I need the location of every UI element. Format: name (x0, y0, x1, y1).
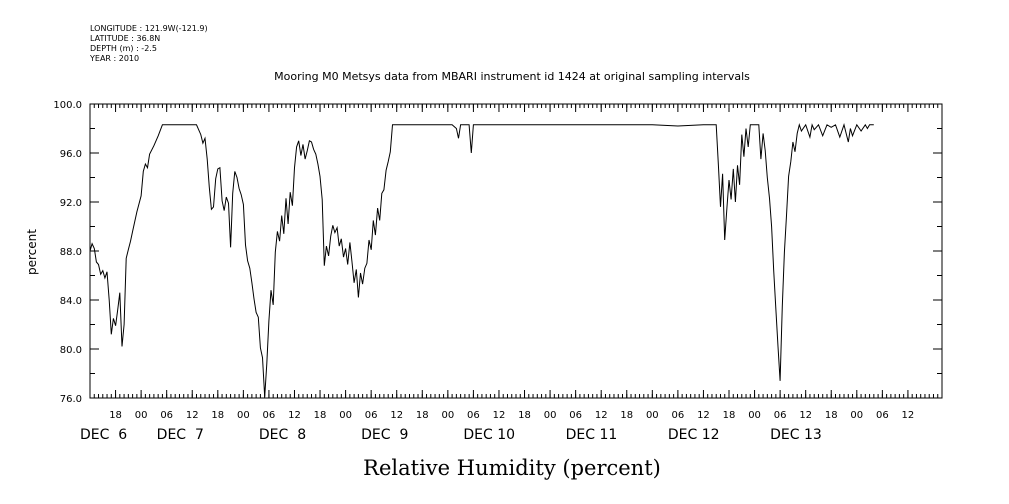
x-tick-label: 00 (748, 410, 761, 421)
x-tick-label: 18 (416, 410, 429, 421)
x-tick-label: 06 (672, 410, 685, 421)
x-tick-label: 12 (595, 410, 608, 421)
x-tick-label: 18 (211, 410, 224, 421)
x-day-label: DEC 7 (157, 427, 204, 443)
series-line-relative-humidity (89, 123, 874, 397)
metadata-depth: DEPTH (m) : -2.5 (90, 44, 157, 53)
x-tick-label: 18 (825, 410, 838, 421)
x-tick-label: 12 (902, 410, 915, 421)
x-tick-label: 06 (876, 410, 889, 421)
metadata-block: LONGITUDE : 121.9W(-121.9) LATITUDE : 36… (89, 24, 208, 63)
x-tick-labels: 18 00 06 12 18 00 06 12 18 00 06 12 18 00 06 12 18 00 06 12… (109, 410, 914, 421)
x-day-label: DEC 10 (463, 427, 515, 443)
x-tick-label: 00 (135, 410, 148, 421)
x-tick-label: 12 (288, 410, 301, 421)
x-tick-label: 06 (160, 410, 173, 421)
axis-ticks (89, 103, 943, 399)
x-tick-label: 18 (518, 410, 531, 421)
y-tick-label: 100.0 (53, 100, 82, 111)
x-day-label: DEC 9 (361, 427, 408, 443)
y-tick-label: 80.0 (60, 345, 82, 356)
x-tick-label: 18 (723, 410, 736, 421)
x-day-label: DEC 12 (668, 427, 720, 443)
metadata-year: YEAR : 2010 (89, 54, 139, 63)
x-tick-label: 06 (774, 410, 787, 421)
metadata-latitude: LATITUDE : 36.8N (90, 34, 160, 43)
y-tick-label: 92.0 (60, 198, 82, 209)
x-tick-label: 00 (646, 410, 659, 421)
x-tick-label: 06 (467, 410, 480, 421)
x-axis-label: Relative Humidity (percent) (363, 456, 661, 480)
x-tick-label: 06 (263, 410, 276, 421)
y-axis-label: percent (25, 229, 39, 275)
y-tick-label: 96.0 (60, 149, 82, 160)
y-tick-label: 76.0 (60, 394, 82, 405)
x-day-labels: DEC 6 DEC 7 DEC 8 DEC 9 DEC 10 DEC 11 DEC 12 DE… (80, 427, 822, 443)
x-tick-label: 00 (544, 410, 557, 421)
x-tick-label: 12 (390, 410, 403, 421)
x-tick-label: 00 (441, 410, 454, 421)
x-tick-label: 06 (365, 410, 378, 421)
x-tick-label: 12 (493, 410, 506, 421)
x-tick-label: 12 (697, 410, 710, 421)
y-tick-label: 88.0 (60, 247, 82, 258)
x-tick-label: 12 (799, 410, 812, 421)
x-tick-label: 00 (339, 410, 352, 421)
x-tick-label: 12 (186, 410, 199, 421)
y-tick-labels: 76.0 80.0 84.0 88.0 92.0 96.0 100.0 (53, 100, 82, 405)
x-day-label: DEC 8 (259, 427, 306, 443)
x-tick-label: 00 (237, 410, 250, 421)
x-tick-label: 18 (314, 410, 327, 421)
x-day-label: DEC 11 (566, 427, 618, 443)
x-day-label: DEC 13 (770, 427, 822, 443)
x-tick-label: 18 (620, 410, 633, 421)
x-tick-label: 00 (850, 410, 863, 421)
chart-title: Mooring M0 Metsys data from MBARI instru… (274, 70, 750, 83)
x-tick-label: 18 (109, 410, 122, 421)
x-day-label: DEC 6 (80, 427, 127, 443)
metadata-longitude: LONGITUDE : 121.9W(-121.9) (90, 24, 208, 33)
x-tick-label: 06 (569, 410, 582, 421)
plot-frame (89, 103, 943, 399)
y-tick-label: 84.0 (60, 296, 82, 307)
